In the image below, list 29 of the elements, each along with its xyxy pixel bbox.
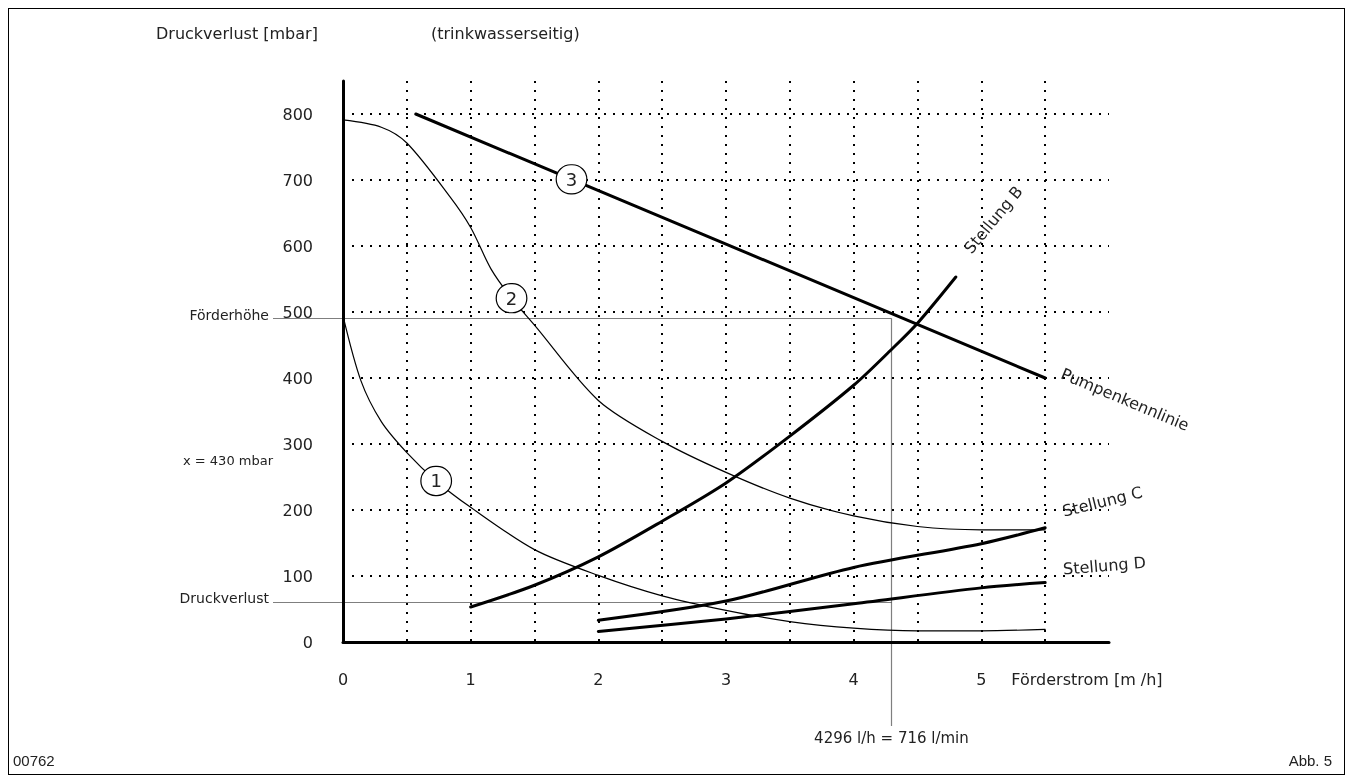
annotation: 2 [505, 287, 518, 309]
y-tick-label: 0 [302, 632, 313, 652]
y-tick-label: 700 [282, 170, 313, 190]
y-tick-label: 600 [282, 236, 313, 256]
y-tick-label: 300 [282, 434, 313, 454]
x-tick-label: 0 [337, 669, 349, 689]
y-axis-title: Druckverlust [mbar] [156, 23, 318, 43]
annotation: 3 [565, 168, 578, 190]
text: x = 430 mbar [182, 453, 274, 468]
ref-line-label: 4296 l/h = 716 l/min [814, 729, 969, 747]
x-tick-label: 1 [465, 669, 476, 689]
series-label: Stellung D [1062, 552, 1147, 579]
y-tick-label: 400 [282, 368, 313, 388]
text: Stellung C [1060, 482, 1145, 521]
x-axis-title: Förderstrom [m /h] [1011, 669, 1163, 689]
x-tick-label: 3 [720, 669, 732, 689]
ref-line-label: Förderhöhe [189, 306, 269, 323]
chart-subtitle: (trinkwasserseitig) [431, 23, 580, 43]
x-tick-label: 5 [976, 669, 987, 689]
annotation: 1 [430, 470, 442, 492]
x-tick-label: 4 [848, 669, 859, 689]
y-tick-label: 200 [282, 500, 313, 520]
y-tick-label: 800 [282, 104, 313, 124]
caption: Abb. 5 [1288, 751, 1332, 769]
ref-line-label: Druckverlust [179, 590, 270, 607]
y-tick-label: 100 [282, 566, 313, 586]
y-tick-label: 500 [282, 302, 313, 322]
text: 00762 [13, 751, 55, 769]
x-tick-label: 2 [593, 669, 604, 689]
